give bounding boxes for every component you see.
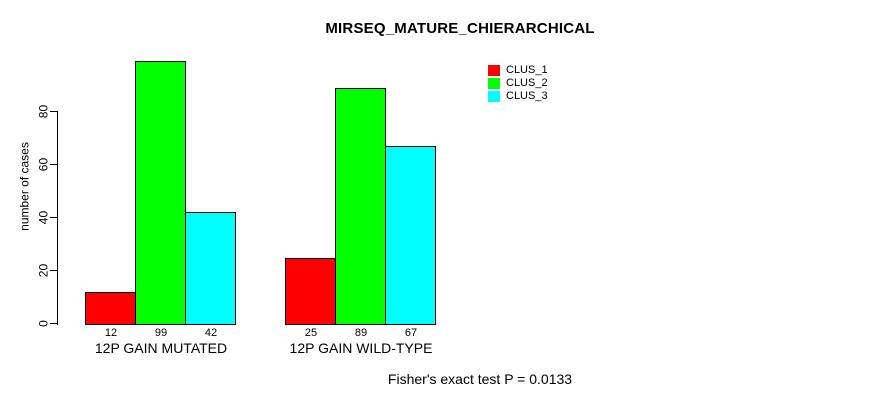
bar-value-label: 99	[154, 327, 168, 339]
category-label: 12P GAIN MUTATED	[94, 340, 228, 356]
bar-value-label: 42	[204, 327, 218, 339]
y-tick-label: 20	[36, 263, 51, 278]
y-tick	[50, 111, 58, 112]
y-axis-line	[57, 112, 58, 325]
bar-value-label: 89	[354, 327, 368, 339]
legend-item: CLUS_3	[488, 91, 548, 102]
legend-label: CLUS_3	[506, 90, 548, 102]
bar-clus_2-group1	[135, 61, 186, 325]
y-tick-label: 0	[36, 320, 51, 327]
bar-value-label: 25	[304, 327, 318, 339]
bar-clus_3-group1	[185, 212, 236, 325]
y-tick-label: 80	[36, 104, 51, 119]
legend-label: CLUS_1	[506, 64, 548, 76]
bar-clus_1-group1	[85, 292, 136, 325]
y-tick	[50, 270, 58, 271]
y-tick	[50, 164, 58, 165]
bar-value-label: 67	[404, 327, 418, 339]
y-axis-label: number of cases	[17, 142, 32, 231]
y-tick-label: 40	[36, 210, 51, 225]
legend-item: CLUS_1	[488, 65, 548, 76]
chart-title: MIRSEQ_MATURE_CHIERARCHICAL	[325, 20, 595, 37]
bar-value-label: 12	[104, 327, 118, 339]
legend-item: CLUS_2	[488, 78, 548, 89]
legend-swatch	[488, 91, 500, 102]
bar-clus_1-group2	[285, 258, 336, 325]
legend-label: CLUS_2	[506, 77, 548, 89]
bar-clus_2-group2	[335, 88, 386, 325]
legend-swatch	[488, 78, 500, 89]
y-tick	[50, 217, 58, 218]
legend-swatch	[488, 65, 500, 76]
legend: CLUS_1 CLUS_2 CLUS_3	[488, 65, 548, 104]
y-tick-label: 60	[36, 157, 51, 172]
category-label: 12P GAIN WILD-TYPE	[289, 340, 433, 356]
annotation-text: Fisher's exact test P = 0.0133	[387, 371, 573, 387]
bar-clus_3-group2	[385, 146, 436, 325]
y-tick	[50, 323, 58, 324]
